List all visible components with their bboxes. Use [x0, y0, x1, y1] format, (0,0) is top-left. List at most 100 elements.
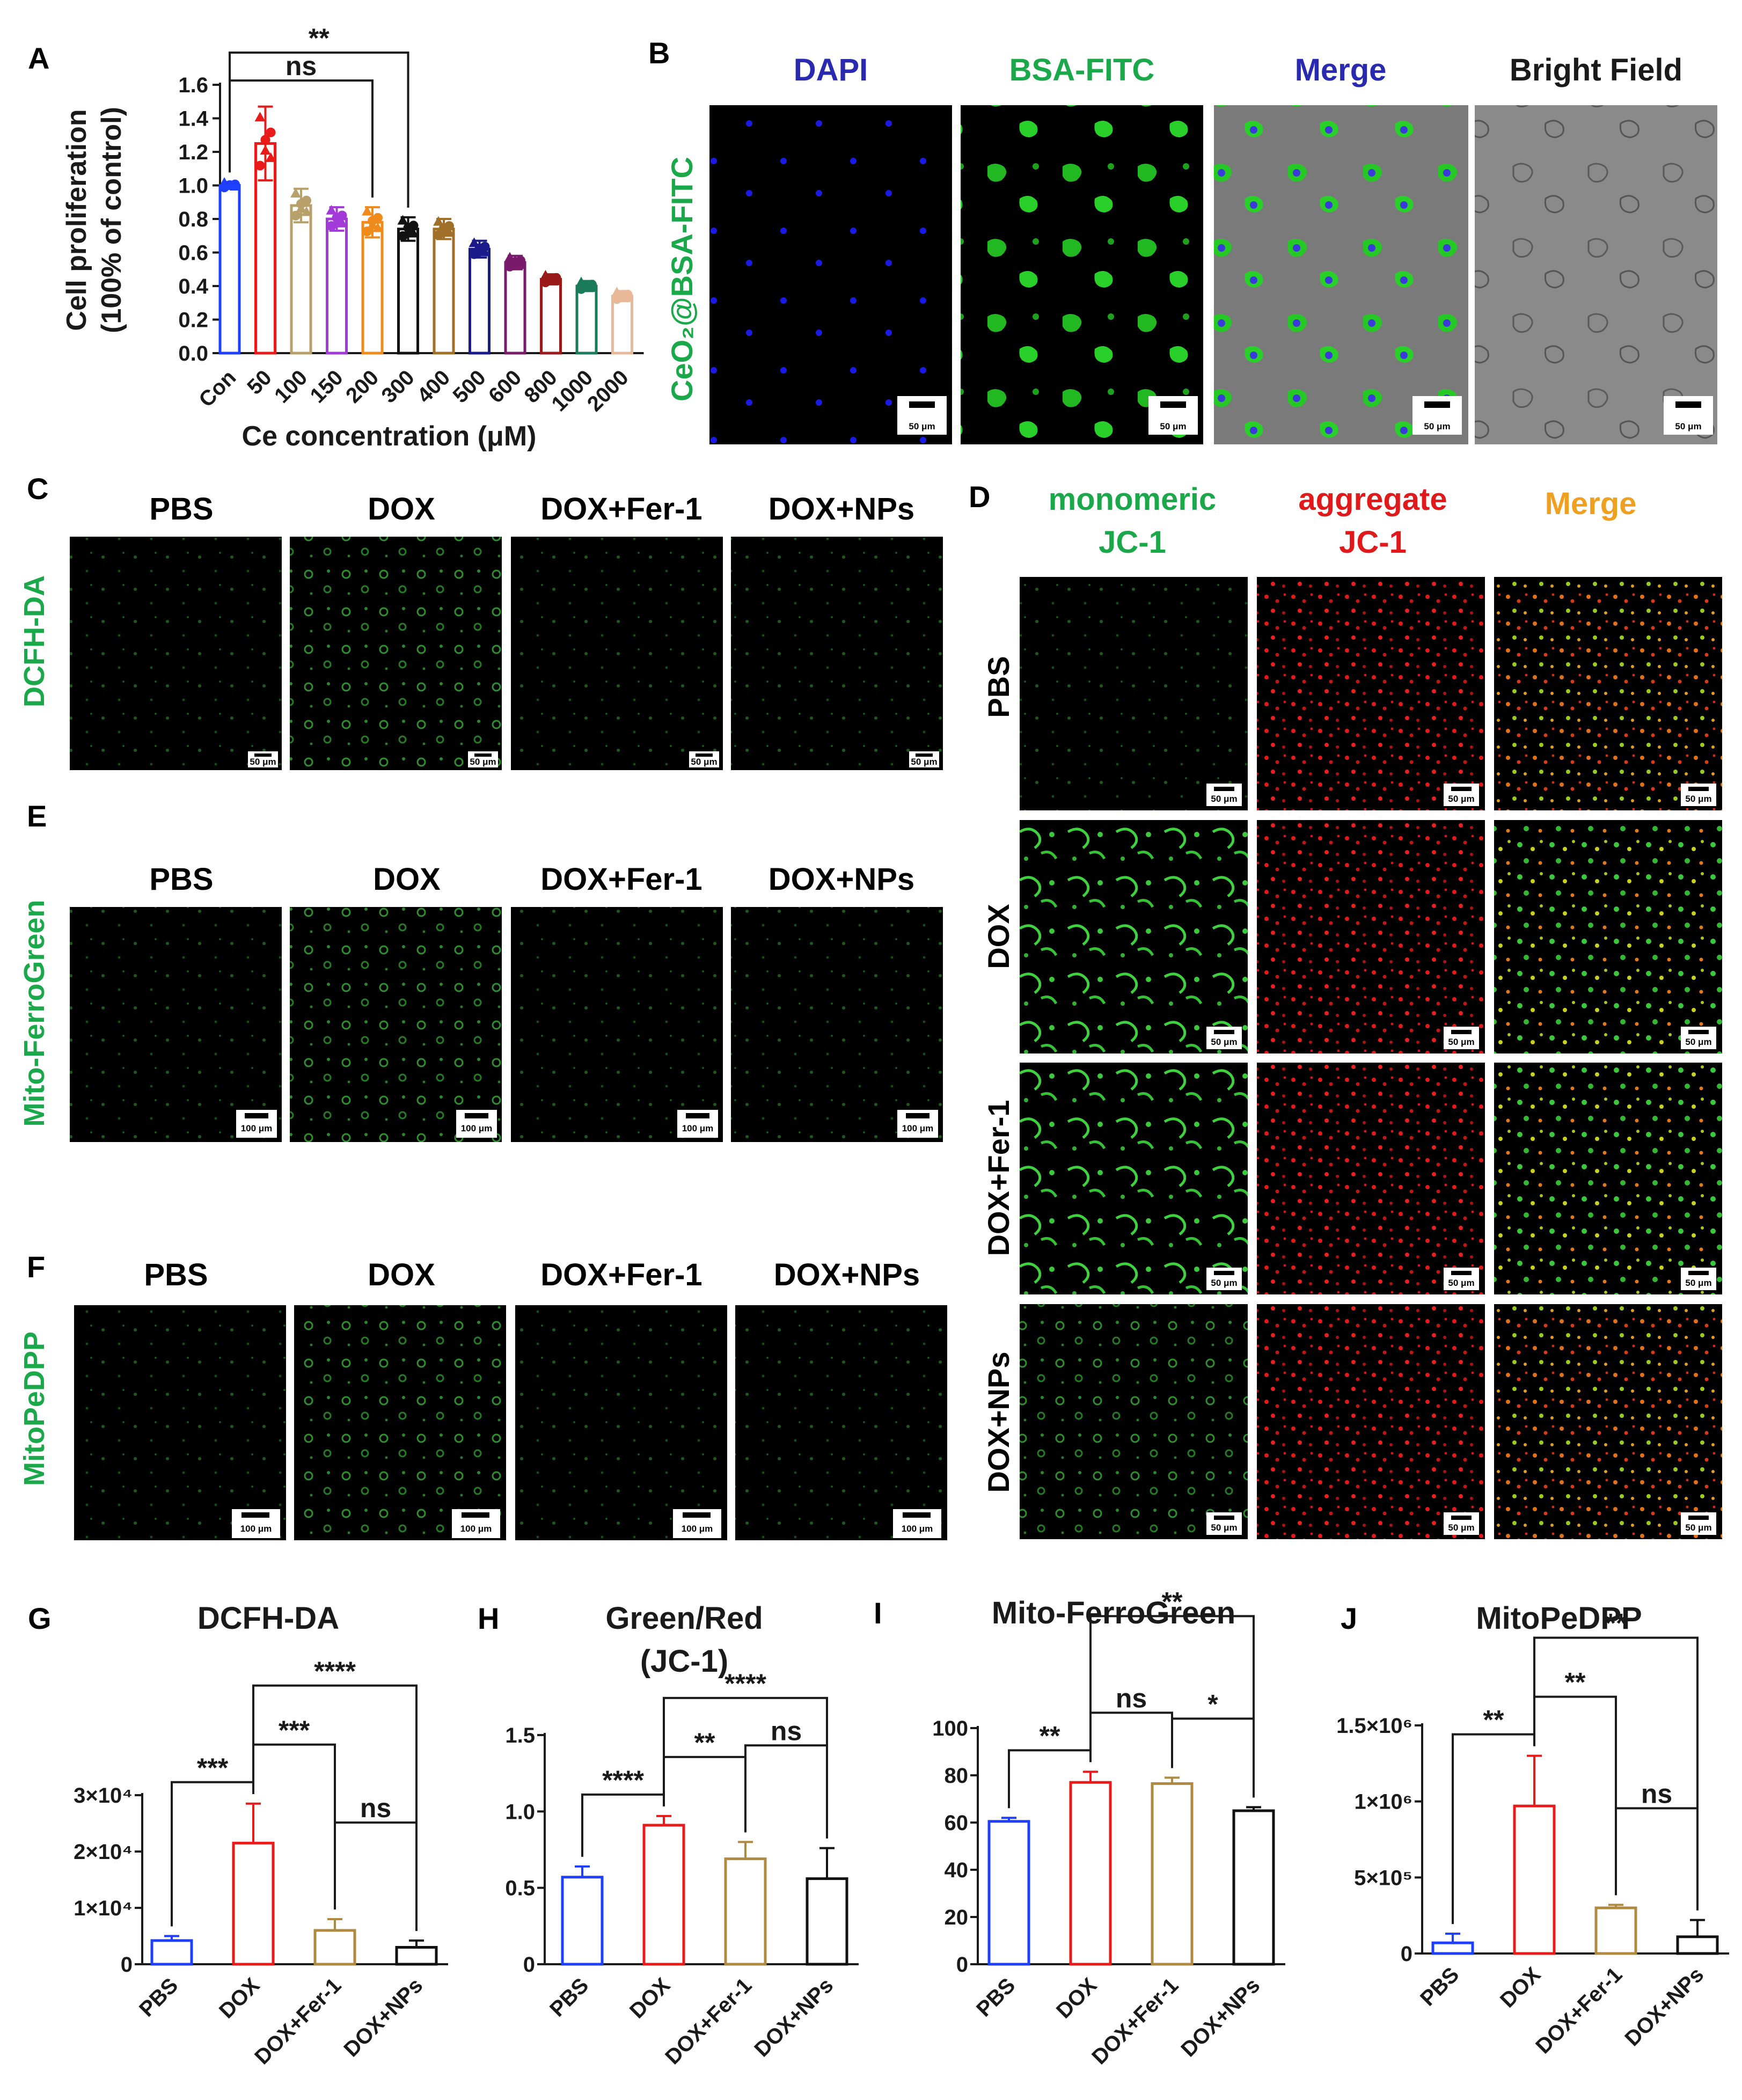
chart-title: DCFH-DA — [197, 1601, 339, 1636]
y-tick-label: 1×10⁶ — [1354, 1790, 1412, 1814]
scale-bar-d-fer1-1: 50 μm — [1206, 1268, 1242, 1290]
bar — [1676, 1935, 1719, 1955]
y-tick-label: 0 — [956, 1953, 968, 1977]
category-label: 2000 — [583, 365, 633, 416]
panel-e-col-dox: DOX — [373, 862, 441, 897]
significance-bracket — [1171, 1717, 1255, 1798]
svg-text:50 μm: 50 μm — [250, 757, 276, 767]
significance-bracket — [334, 1821, 418, 1931]
panel-b-row-label: CeO₂@BSA-FITC — [665, 157, 699, 401]
y-axis-label: Cell proliferation — [61, 109, 92, 331]
data-point — [266, 127, 276, 137]
category-label: PBS — [1416, 1963, 1463, 2010]
panel-c-image-pbs — [70, 537, 282, 770]
panel-label-j: J — [1341, 1601, 1357, 1635]
panel-f-row-label: MitoPeDPP — [18, 1331, 50, 1486]
scale-bar-d-nps-3: 50 μm — [1681, 1512, 1716, 1535]
scale-bar-b2: 50 μm — [1148, 396, 1198, 435]
svg-text:50 μm: 50 μm — [1424, 421, 1450, 431]
data-point — [265, 152, 276, 162]
bar — [1151, 1782, 1194, 1966]
panel-b-image-bsa-fitc — [961, 105, 1203, 444]
category-label: Con — [194, 365, 240, 412]
scale-bar-d-pbs-3: 50 μm — [1681, 784, 1716, 806]
bar — [433, 228, 455, 355]
chart-title: Mito-FerroGreen — [992, 1596, 1235, 1630]
panel-d-row-dox-fer1: DOX+Fer-1 — [982, 1100, 1015, 1256]
significance-label: ** — [1162, 1586, 1183, 1616]
scale-bar-f2: 100 μm — [452, 1509, 500, 1538]
y-tick-label: 3×10⁴ — [74, 1784, 133, 1808]
y-tick-label: 0.6 — [178, 242, 208, 265]
chart-title-line2: (JC-1) — [640, 1644, 728, 1679]
panel-label-i: I — [874, 1596, 882, 1630]
significance-label: **** — [314, 1656, 356, 1686]
bar — [290, 204, 312, 355]
scale-bar-c4: 50 μm — [909, 751, 939, 767]
significance-bracket — [1533, 1695, 1617, 1896]
svg-text:100 μm: 100 μm — [682, 1123, 714, 1133]
data-point — [433, 216, 444, 226]
category-label: DOX — [625, 1973, 675, 2023]
panel-f-col-dox: DOX — [368, 1257, 435, 1292]
panel-b-col-bright-field: Bright Field — [1510, 53, 1682, 87]
y-tick-label: 1.5 — [505, 1724, 535, 1747]
bar — [232, 1841, 275, 1966]
svg-text:50 μm: 50 μm — [1448, 794, 1474, 804]
y-tick-label: 0 — [523, 1953, 535, 1977]
category-label: 100 — [270, 365, 312, 407]
category-label: PBS — [972, 1973, 1020, 2021]
category-label: DOX+NPs — [1620, 1963, 1708, 2051]
bar — [1513, 1804, 1556, 1955]
bar — [1431, 1941, 1474, 1955]
panel-d-image-dox-nps-merge — [1494, 1304, 1722, 1539]
data-point — [255, 160, 265, 171]
panel-b-col-merge: Merge — [1295, 53, 1387, 87]
scale-bar-e1: 100 μm — [236, 1110, 277, 1138]
panel-d-image-dox-nps-monomeric — [1020, 1304, 1248, 1539]
category-label: DOX+Fer-1 — [1087, 1973, 1183, 2069]
panel-c-row-label: DCFH-DA — [18, 575, 50, 707]
scale-bar-d-fer1-3: 50 μm — [1681, 1268, 1716, 1290]
svg-text:50 μm: 50 μm — [1160, 421, 1186, 431]
bar — [326, 217, 348, 355]
category-label: DOX+NPs — [750, 1973, 838, 2061]
svg-text:50 μm: 50 μm — [1211, 1523, 1237, 1533]
significance-label: ns — [1116, 1683, 1147, 1713]
significance-label: ns — [1641, 1779, 1672, 1809]
y-tick-label: 80 — [945, 1764, 969, 1788]
significance-bracket — [1008, 1749, 1092, 1809]
svg-text:100 μm: 100 μm — [682, 1524, 713, 1534]
svg-text:50 μm: 50 μm — [909, 421, 935, 431]
panel-b-image-merge — [1214, 105, 1468, 444]
panel-d-image-dox-aggregate — [1257, 820, 1485, 1053]
panel-label-g: G — [28, 1601, 52, 1635]
bar — [397, 228, 419, 355]
category-label: 50 — [243, 365, 276, 399]
category-label: DOX+Fer-1 — [250, 1973, 346, 2069]
svg-text:50 μm: 50 μm — [1211, 1278, 1237, 1288]
panel-d-images — [1020, 577, 1722, 1539]
significance-label: ** — [1483, 1705, 1504, 1735]
chart-title: Green/Red — [605, 1601, 763, 1636]
significance-label: ** — [1565, 1667, 1586, 1697]
panel-b-image-bright-field — [1475, 105, 1717, 444]
scale-bar-d-pbs-2: 50 μm — [1444, 784, 1479, 806]
svg-text:50 μm: 50 μm — [1448, 1523, 1474, 1533]
panel-d-image-dox-fer1-aggregate — [1257, 1063, 1485, 1294]
category-label: 600 — [484, 365, 526, 407]
category-label: DOX — [215, 1973, 265, 2023]
y-tick-label: 0 — [121, 1953, 133, 1977]
bar — [504, 261, 526, 355]
panel-d-col-monomeric: monomeric — [1049, 482, 1217, 517]
significance-bracket — [229, 52, 409, 208]
significance-bracket — [1452, 1733, 1535, 1925]
category-label: DOX — [1052, 1973, 1102, 2023]
y-tick-label: 40 — [945, 1858, 969, 1882]
significance-label: ns — [360, 1793, 391, 1823]
panel-f-images — [74, 1305, 947, 1540]
category-label: 400 — [413, 365, 455, 407]
